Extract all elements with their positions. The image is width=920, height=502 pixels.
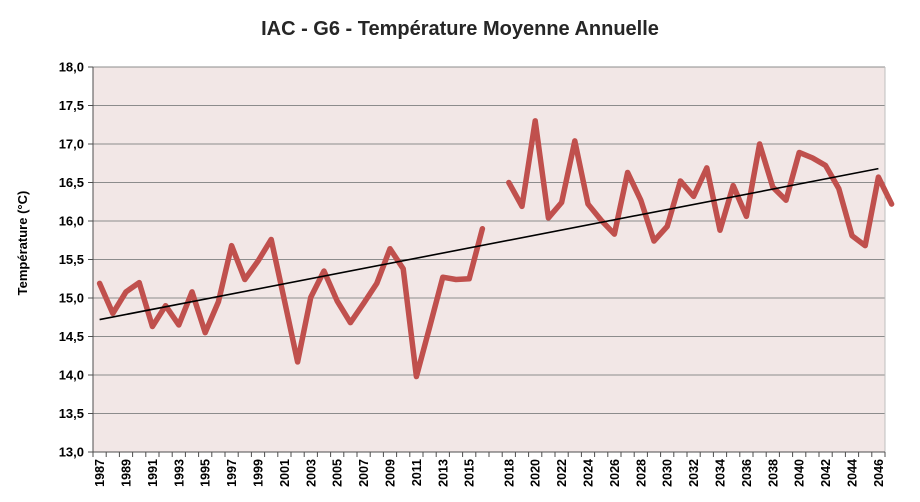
- y-tick-label: 13,0: [59, 445, 84, 460]
- x-tick-label: 2007: [357, 459, 371, 487]
- x-tick-label: 2011: [410, 459, 424, 486]
- y-tick-label: 16,0: [59, 214, 84, 229]
- x-tick-label: 2032: [687, 459, 701, 487]
- y-tick-label: 17,5: [59, 98, 84, 113]
- x-tick-label: 2028: [634, 459, 648, 487]
- x-tick-label: 2026: [608, 459, 622, 487]
- x-tick-label: 2020: [529, 459, 543, 487]
- y-tick-label: 18,0: [59, 60, 84, 75]
- y-tick-label: 14,5: [59, 329, 84, 344]
- linear-trendline: [99, 167, 879, 321]
- x-tick-label: 2022: [555, 459, 569, 487]
- x-tick-label: 1993: [172, 459, 186, 487]
- y-tick-label: 17,0: [59, 137, 84, 152]
- x-tick-label: 2024: [582, 459, 596, 487]
- y-tick-label: 15,0: [59, 291, 84, 306]
- x-tick-label: 2018: [502, 459, 516, 487]
- x-tick-label: 2015: [463, 459, 477, 487]
- x-tick-label: 1989: [120, 459, 134, 487]
- x-tick-label: 2044: [846, 459, 860, 487]
- x-tick-label: 2038: [766, 459, 780, 487]
- x-tick-label: 2042: [819, 459, 833, 487]
- temperature-series-line: [506, 118, 895, 249]
- x-tick-label: 2003: [304, 459, 318, 487]
- y-tick-label: 14,0: [59, 368, 84, 383]
- x-tick-label: 2040: [793, 459, 807, 487]
- x-tick-label: 1997: [225, 459, 239, 487]
- plot-area: 13,0 13,5 14,0 14,5 15,0 15,5 16,0 16,5 17,0 17,5…: [59, 60, 895, 487]
- x-tick-label: 1991: [146, 459, 160, 487]
- x-tick-label: 2034: [714, 459, 728, 487]
- x-tick-label: 1995: [199, 459, 213, 487]
- y-tick-label: 15,5: [59, 252, 84, 267]
- x-tick-label: 2013: [436, 459, 450, 487]
- x-tick-label: 2005: [331, 459, 345, 487]
- x-tick-label: 2046: [872, 459, 886, 487]
- x-tick-label: 2030: [661, 459, 675, 487]
- x-tick-label: 2001: [278, 459, 292, 487]
- x-tick-label: 2036: [740, 459, 754, 487]
- x-tick-label: 2009: [384, 459, 398, 487]
- chart-title: IAC - G6 - Température Moyenne Annuelle: [261, 18, 659, 40]
- temperature-series-line: [96, 225, 486, 380]
- y-tick-label: 13,5: [59, 406, 84, 421]
- y-axis-label: Température (°C): [15, 191, 30, 296]
- x-tick-label: 1987: [93, 459, 107, 487]
- y-tick-label: 16,5: [59, 175, 84, 190]
- x-tick-label: 1999: [252, 459, 266, 487]
